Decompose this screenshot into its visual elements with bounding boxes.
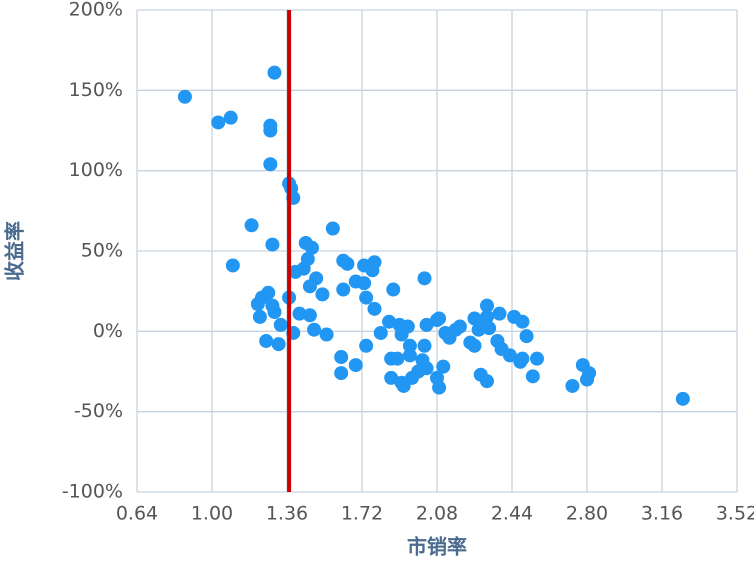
point [225, 258, 240, 273]
y-tick-label: 50% [81, 240, 123, 262]
point [675, 391, 690, 406]
x-tick-label: 2.80 [566, 503, 608, 525]
point [211, 115, 226, 130]
point [452, 319, 467, 334]
y-tick-label: 200% [69, 0, 123, 21]
point [432, 380, 447, 395]
point [271, 337, 286, 352]
point [336, 282, 351, 297]
point [334, 366, 349, 381]
point [223, 110, 238, 125]
point [348, 358, 363, 373]
point [565, 378, 580, 393]
y-tick-label: 0% [93, 320, 123, 342]
point [325, 221, 340, 236]
point [384, 370, 399, 385]
point [480, 374, 494, 389]
point [267, 305, 282, 320]
x-tick-label: 3.52 [716, 503, 754, 525]
point [305, 240, 319, 255]
point [436, 359, 451, 374]
point [417, 338, 432, 353]
point [319, 327, 334, 342]
point [419, 317, 434, 332]
point [402, 338, 417, 353]
point [519, 329, 534, 344]
point [296, 261, 311, 276]
point [580, 372, 594, 387]
point [244, 218, 259, 233]
point [359, 338, 374, 353]
point [386, 282, 401, 297]
point [525, 369, 540, 384]
point [365, 263, 380, 278]
x-tick-label: 1.00 [191, 503, 233, 525]
point [263, 123, 278, 138]
x-tick-label: 0.64 [116, 503, 158, 525]
point [315, 287, 330, 302]
point [259, 333, 274, 348]
point [402, 348, 417, 363]
point [367, 301, 382, 316]
x-tick-label: 1.36 [266, 503, 308, 525]
point [177, 89, 192, 104]
x-axis-title: 市销率 [407, 535, 467, 559]
x-tick-label: 3.16 [641, 503, 683, 525]
point [390, 351, 405, 366]
point [255, 290, 269, 305]
point [419, 361, 434, 376]
point [302, 279, 317, 294]
y-axis-title: 收益率 [3, 221, 27, 281]
y-tick-label: 100% [69, 159, 123, 181]
point [492, 306, 507, 321]
point [307, 322, 322, 337]
point [334, 350, 349, 365]
point [480, 298, 494, 313]
point [467, 338, 482, 353]
y-tick-label: 150% [69, 79, 123, 101]
point [263, 157, 278, 172]
point [357, 276, 372, 291]
point [530, 351, 544, 366]
point [515, 314, 530, 329]
point [432, 311, 447, 326]
point [373, 325, 388, 340]
point [394, 327, 409, 342]
point [482, 321, 497, 336]
y-tick-label: -100% [62, 481, 123, 503]
point [265, 237, 280, 252]
x-tick-label: 2.08 [416, 503, 458, 525]
x-tick-label: 1.72 [341, 503, 383, 525]
y-tick-label: -50% [74, 400, 123, 422]
point [515, 351, 530, 366]
point [502, 348, 517, 363]
x-tick-label: 2.44 [491, 503, 533, 525]
point [273, 317, 288, 332]
point [292, 306, 307, 321]
point [340, 256, 355, 271]
point [302, 308, 317, 323]
point [252, 309, 267, 324]
point [417, 271, 432, 286]
point [480, 309, 494, 324]
point [267, 65, 282, 80]
point [359, 290, 374, 305]
